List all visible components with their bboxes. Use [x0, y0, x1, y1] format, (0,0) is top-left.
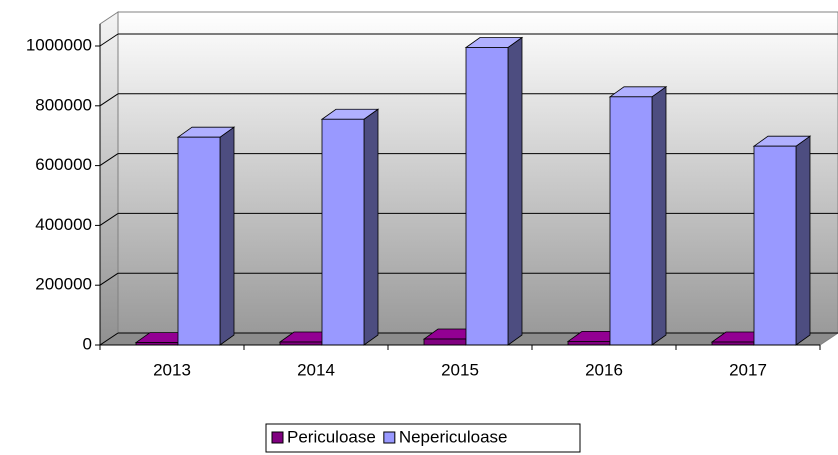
x-tick-label: 2014	[297, 360, 335, 379]
bar-side	[651, 86, 667, 346]
bar-front	[753, 145, 797, 346]
bar-side	[363, 108, 379, 346]
legend-label: Periculoase	[287, 427, 376, 446]
bar-front	[465, 47, 509, 346]
grid-line	[99, 332, 119, 346]
y-tick-label: 800000	[35, 95, 92, 114]
grid-line	[99, 153, 119, 167]
legend-swatch	[383, 431, 396, 444]
bar-front	[609, 96, 653, 346]
bar-front	[423, 338, 467, 346]
x-tick-label: 2013	[153, 360, 191, 379]
legend-label: Nepericuloase	[399, 427, 508, 446]
y-tick-label: 200000	[35, 275, 92, 294]
y-tick-label: 0	[83, 334, 92, 353]
grid-line	[99, 212, 119, 226]
grid-line	[99, 93, 119, 107]
bar	[752, 135, 812, 346]
grid-line	[99, 33, 119, 47]
grid-line	[99, 272, 119, 286]
y-tick-label: 1000000	[26, 35, 92, 54]
bar-front	[321, 118, 365, 346]
bar-side	[507, 36, 523, 346]
x-tick-label: 2015	[441, 360, 479, 379]
bar-front	[177, 136, 221, 346]
bar	[320, 108, 380, 346]
y-tick-label: 600000	[35, 155, 92, 174]
legend-swatch	[271, 431, 284, 444]
bar-side	[795, 135, 811, 346]
bar	[464, 36, 524, 346]
side-wall	[99, 11, 119, 346]
x-tick-label: 2016	[585, 360, 623, 379]
bar	[176, 126, 236, 346]
legend	[265, 423, 581, 453]
bar-side	[219, 126, 235, 346]
bar-front	[567, 341, 611, 346]
bar	[608, 86, 668, 346]
y-tick-label: 400000	[35, 215, 92, 234]
x-tick-label: 2017	[729, 360, 767, 379]
